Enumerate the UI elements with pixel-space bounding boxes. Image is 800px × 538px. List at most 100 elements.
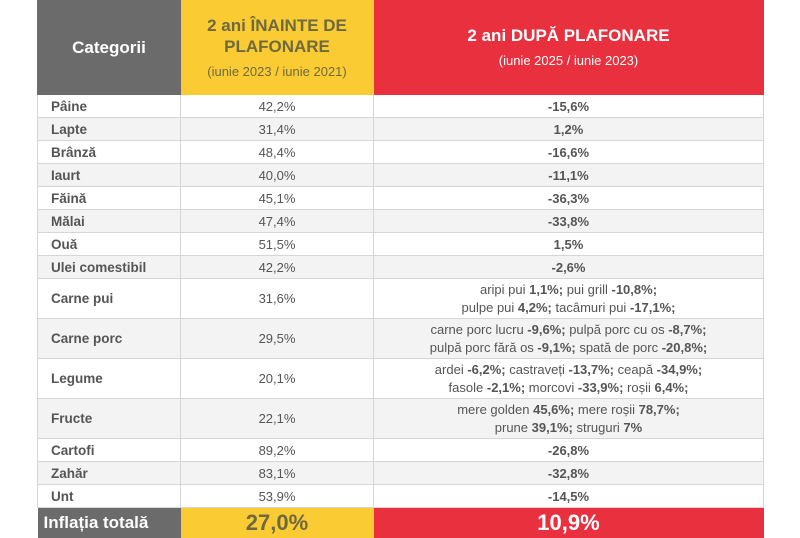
category-cell: Carne pui: [38, 279, 181, 319]
item-value: -9,1%;: [537, 340, 575, 355]
after-breakdown: ardei -6,2%; castraveți -13,7%; ceapă -3…: [374, 359, 764, 399]
before-value: 45,1%: [181, 187, 374, 210]
header-after: 2 ani DUPĂ PLAFONARE (iunie 2025 / iunie…: [374, 1, 764, 95]
item-name: mere golden: [457, 402, 533, 417]
after-breakdown: mere golden 45,6%; mere roșii 78,7%;prun…: [374, 399, 764, 439]
item-name: fasole: [449, 380, 487, 395]
before-value: 53,9%: [181, 485, 374, 508]
item-value: -8,7%;: [668, 322, 706, 337]
item-name: ardei: [435, 362, 468, 377]
item-value: 78,7%;: [639, 402, 680, 417]
item-value: 6,4%;: [654, 380, 688, 395]
item-name: pulpă porc cu os: [566, 322, 669, 337]
after-value: -2,6%: [374, 256, 764, 279]
breakdown-line: pulpe pui 4,2%; tacâmuri pui -17,1%;: [374, 299, 763, 317]
item-value: 7%: [623, 420, 642, 435]
after-breakdown: aripi pui 1,1%; pui grill -10,8%;pulpe p…: [374, 279, 764, 319]
breakdown-line: pulpă porc fără os -9,1%; spată de porc …: [374, 339, 763, 357]
total-label: Inflația totală: [38, 508, 181, 538]
category-cell: Iaurt: [38, 164, 181, 187]
item-name: carne porc lucru: [430, 322, 527, 337]
after-value: -26,8%: [374, 439, 764, 462]
breakdown-line: fasole -2,1%; morcovi -33,9%; roșii 6,4%…: [374, 379, 763, 397]
before-value: 42,2%: [181, 95, 374, 118]
after-value: -36,3%: [374, 187, 764, 210]
header-categorii: Categorii: [38, 1, 181, 95]
category-cell: Cartofi: [38, 439, 181, 462]
total-after: 10,9%: [374, 508, 764, 538]
before-value: 89,2%: [181, 439, 374, 462]
total-before: 27,0%: [181, 508, 374, 538]
category-cell: Lapte: [38, 118, 181, 141]
after-value: -11,1%: [374, 164, 764, 187]
item-value: 4,2%;: [518, 300, 552, 315]
before-value: 40,0%: [181, 164, 374, 187]
after-value: 1,2%: [374, 118, 764, 141]
before-value: 31,4%: [181, 118, 374, 141]
inflation-table: Categorii 2 ani ÎNAINTE DE PLAFONARE (iu…: [37, 0, 764, 538]
category-cell: Legume: [38, 359, 181, 399]
item-name: morcovi: [525, 380, 578, 395]
item-value: -9,6%;: [527, 322, 565, 337]
header-before-title: 2 ani ÎNAINTE DE PLAFONARE: [181, 15, 373, 57]
item-name: pulpă porc fără os: [430, 340, 538, 355]
before-value: 47,4%: [181, 210, 374, 233]
item-name: pulpe pui: [462, 300, 518, 315]
item-name: spată de porc: [576, 340, 662, 355]
breakdown-line: ardei -6,2%; castraveți -13,7%; ceapă -3…: [374, 361, 763, 379]
item-value: -17,1%;: [630, 300, 676, 315]
breakdown-line: mere golden 45,6%; mere roșii 78,7%;: [374, 401, 763, 419]
item-name: prune: [495, 420, 532, 435]
after-value: -15,6%: [374, 95, 764, 118]
category-cell: Ouă: [38, 233, 181, 256]
after-value: -32,8%: [374, 462, 764, 485]
item-name: pui grill: [563, 282, 611, 297]
breakdown-line: prune 39,1%; struguri 7%: [374, 419, 763, 437]
category-cell: Fructe: [38, 399, 181, 439]
before-value: 29,5%: [181, 319, 374, 359]
after-value: -33,8%: [374, 210, 764, 233]
item-name: tacâmuri pui: [552, 300, 630, 315]
item-value: 39,1%;: [532, 420, 573, 435]
item-value: -34,9%;: [657, 362, 703, 377]
before-value: 20,1%: [181, 359, 374, 399]
item-name: mere roșii: [574, 402, 638, 417]
category-cell: Brânză: [38, 141, 181, 164]
category-cell: Zahăr: [38, 462, 181, 485]
before-value: 83,1%: [181, 462, 374, 485]
category-cell: Carne porc: [38, 319, 181, 359]
before-value: 48,4%: [181, 141, 374, 164]
before-value: 42,2%: [181, 256, 374, 279]
after-value: -14,5%: [374, 485, 764, 508]
after-breakdown: carne porc lucru -9,6%; pulpă porc cu os…: [374, 319, 764, 359]
before-value: 22,1%: [181, 399, 374, 439]
item-value: -33,9%;: [578, 380, 624, 395]
item-name: aripi pui: [480, 282, 529, 297]
item-value: -13,7%;: [568, 362, 614, 377]
item-name: castraveți: [506, 362, 569, 377]
item-value: -20,8%;: [662, 340, 708, 355]
item-name: ceapă: [614, 362, 657, 377]
before-value: 31,6%: [181, 279, 374, 319]
category-cell: Făină: [38, 187, 181, 210]
item-value: -10,8%;: [612, 282, 658, 297]
header-before: 2 ani ÎNAINTE DE PLAFONARE (iunie 2023 /…: [181, 1, 374, 95]
item-value: -6,2%;: [467, 362, 505, 377]
item-value: -2,1%;: [487, 380, 525, 395]
category-cell: Mălai: [38, 210, 181, 233]
total-row: Inflația totală 27,0% 10,9%: [38, 508, 764, 538]
after-value: -16,6%: [374, 141, 764, 164]
